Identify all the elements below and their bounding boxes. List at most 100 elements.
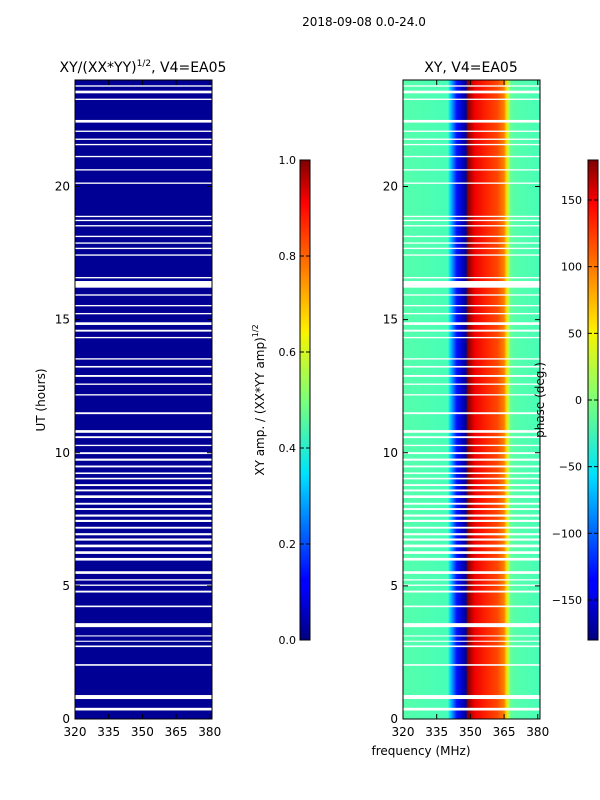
y-tick-label: 10: [55, 446, 70, 460]
flag-gap: [75, 85, 212, 87]
left-panel: XY/(XX*YY)1/2, V4=EA05 320 335 350 365 380 0…: [34, 59, 226, 739]
x-tick-label: 365: [493, 725, 516, 739]
figure-suptitle: 2018-09-08 0.0-24.0: [302, 15, 426, 29]
flag-gap: [403, 533, 540, 536]
flag-gap: [75, 640, 212, 642]
flag-gap: [75, 472, 212, 475]
flag-gap: [75, 484, 212, 487]
flag-gap: [403, 436, 540, 439]
colorbar-tick-label: 1.0: [279, 154, 297, 167]
flag-gap: [75, 452, 212, 455]
flag-gap: [75, 544, 212, 548]
left-axes-frame: [74, 79, 213, 720]
flag-gap: [403, 242, 540, 244]
flag-gap: [75, 242, 212, 244]
right-x-ticks: 320 335 350 365 380: [392, 80, 549, 739]
flag-gap: [75, 235, 212, 238]
flag-gap: [75, 281, 212, 288]
y-tick-label: 15: [55, 313, 70, 327]
flag-gap: [75, 225, 212, 227]
y-tick-label: 15: [383, 313, 398, 327]
flag-gap: [403, 235, 540, 238]
flag-gap: [403, 336, 540, 339]
flag-gap: [75, 294, 212, 296]
right-axes-frame: [402, 79, 541, 720]
right-colorbar: 150 100 50 0 −50 −100 −150 phase (deg.): [533, 159, 599, 641]
left-x-ticks: 320 335 350 365 380: [64, 80, 221, 739]
flag-gap: [403, 472, 540, 475]
flag-gap: [403, 119, 540, 123]
y-tick-label: 0: [62, 712, 70, 726]
flag-gap: [75, 551, 212, 554]
x-tick-label: 380: [198, 725, 221, 739]
right-x-axis-label: frequency (MHz): [371, 744, 470, 758]
flag-gap: [75, 489, 212, 492]
flag-gap: [403, 605, 540, 608]
flag-gap: [403, 90, 540, 94]
flag-gap: [75, 130, 212, 132]
flag-gap: [75, 526, 212, 529]
left-colorbar-ticks: 0.0 0.2 0.4 0.6 0.8 1.0: [279, 154, 310, 647]
flag-gap: [75, 215, 212, 218]
y-tick-label: 10: [383, 446, 398, 460]
left-colorbar-label: XY amp. / (XX*YY amp)1/2: [251, 324, 267, 475]
flag-gap: [75, 98, 212, 100]
flag-gap: [75, 458, 212, 461]
flag-gap: [403, 430, 540, 433]
flag-gap: [403, 519, 540, 522]
flag-gap: [403, 465, 540, 468]
flag-gap: [403, 169, 540, 171]
colorbar-tick-label: −150: [552, 594, 582, 607]
left-y-axis-label: UT (hours): [34, 368, 48, 431]
colorbar-tick-label: 0.6: [279, 346, 297, 359]
flag-gap: [403, 695, 540, 700]
flag-gap: [403, 394, 540, 396]
flag-gap: [75, 219, 212, 222]
flag-gap: [75, 365, 212, 368]
flag-gap: [403, 358, 540, 360]
flag-gap: [75, 412, 212, 415]
colorbar-tick-label: 0: [575, 394, 582, 407]
flag-gap: [75, 664, 212, 666]
flag-gap: [403, 664, 540, 666]
flag-gap: [403, 640, 540, 642]
flag-gap: [403, 452, 540, 455]
flag-gap: [403, 130, 540, 132]
right-colorbar-label: phase (deg.): [533, 362, 547, 438]
right-y-ticks: 0 5 10 15 20: [383, 180, 540, 726]
left-colorbar: 0.0 0.2 0.4 0.6 0.8 1.0 XY amp. / (XX*YY amp)…: [251, 154, 311, 647]
flag-gap: [403, 458, 540, 461]
flag-gap: [75, 465, 212, 468]
flag-gap: [403, 477, 540, 480]
colorbar-tick-label: 0.8: [279, 250, 297, 263]
right-flag-gaps: [403, 85, 540, 711]
right-heatmap: [403, 80, 540, 719]
flag-gap: [403, 312, 540, 315]
x-tick-label: 350: [459, 725, 482, 739]
flag-gap: [75, 695, 212, 700]
x-tick-label: 365: [165, 725, 188, 739]
flag-gap: [403, 219, 540, 222]
left-y-ticks: 0 5 10 15 20: [55, 180, 212, 726]
flag-gap: [403, 514, 540, 517]
flag-gap: [403, 502, 540, 505]
flag-gap: [403, 182, 540, 184]
flag-gap: [403, 623, 540, 628]
flag-gap: [75, 375, 212, 377]
flag-gap: [75, 182, 212, 184]
flag-gap: [403, 412, 540, 415]
right-panel-title: XY, V4=EA05: [424, 60, 518, 76]
flag-gap: [403, 281, 540, 288]
flag-gap: [403, 544, 540, 548]
colorbar-tick-label: 0.0: [279, 634, 297, 647]
flag-gap: [403, 489, 540, 492]
colorbar-tick-label: −100: [552, 527, 582, 540]
flag-gap: [75, 571, 212, 574]
flag-gap: [75, 336, 212, 339]
flag-gap: [403, 155, 540, 158]
flag-gap: [75, 579, 212, 581]
flag-gap: [403, 444, 540, 447]
flag-gap: [403, 571, 540, 574]
flag-gap: [75, 254, 212, 256]
